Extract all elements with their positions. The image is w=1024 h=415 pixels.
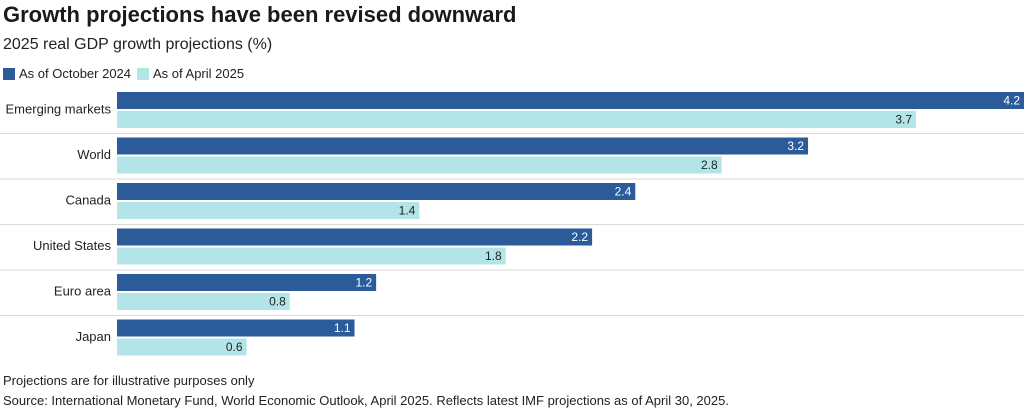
bar-as-of-april-2025-japan [117,338,247,356]
category-label-canada: Canada [65,192,111,207]
legend: As of October 2024 As of April 2025 [3,66,250,81]
value-label-as-of-april-2025-japan: 0.6 [226,340,243,354]
category-label-euro-area: Euro area [54,283,112,298]
legend-item-april-2025: As of April 2025 [137,66,244,81]
value-label-as-of-october-2024-japan: 1.1 [334,321,351,335]
bar-as-of-april-2025-euro-area [117,293,290,310]
legend-label-october-2024: As of October 2024 [19,66,132,81]
value-label-as-of-april-2025-world: 2.8 [701,158,718,172]
bar-as-of-april-2025-canada [117,202,420,219]
value-label-as-of-october-2024-world: 3.2 [787,139,804,153]
value-label-as-of-october-2024-emerging-markets: 4.2 [1003,94,1020,108]
category-label-united-states: United States [33,238,112,253]
bar-as-of-october-2024-world [117,137,809,155]
bar-as-of-april-2025-united-states [117,247,506,265]
legend-swatch-october-2024 [3,67,15,80]
bar-as-of-october-2024-japan [117,319,355,337]
legend-item-october-2024: As of October 2024 [3,66,131,81]
value-label-as-of-april-2025-united-states: 1.8 [485,249,502,263]
legend-label-april-2025: As of April 2025 [153,66,245,81]
value-label-as-of-october-2024-euro-area: 1.2 [355,276,372,290]
legend-swatch-april-2025 [137,67,150,80]
chart-source: Source: International Monetary Fund, Wor… [3,393,729,408]
value-label-as-of-april-2025-emerging-markets: 3.7 [895,113,912,127]
value-label-as-of-october-2024-united-states: 2.2 [571,230,588,244]
bar-chart: Emerging markets 4.2 3.7 World 3.2 2.8 Canada 2… [0,92,1024,356]
chart-title: Growth projections have been revised dow… [3,2,517,27]
chart-note: Projections are for illustrative purpose… [3,373,255,388]
bar-as-of-october-2024-emerging-markets [117,92,1024,109]
chart-subtitle: 2025 real GDP growth projections (%) [3,36,273,53]
category-label-world: World [77,147,111,162]
bar-as-of-october-2024-canada [117,183,636,200]
bar-as-of-april-2025-emerging-markets [117,111,917,128]
bar-as-of-october-2024-united-states [117,228,593,246]
category-label-emerging-markets: Emerging markets [6,101,112,116]
value-label-as-of-april-2025-euro-area: 0.8 [269,295,286,309]
bar-as-of-october-2024-euro-area [117,274,377,291]
bar-as-of-april-2025-world [117,156,722,174]
value-label-as-of-april-2025-canada: 1.4 [399,204,416,218]
category-label-japan: Japan [76,329,111,344]
value-label-as-of-october-2024-canada: 2.4 [615,185,632,199]
